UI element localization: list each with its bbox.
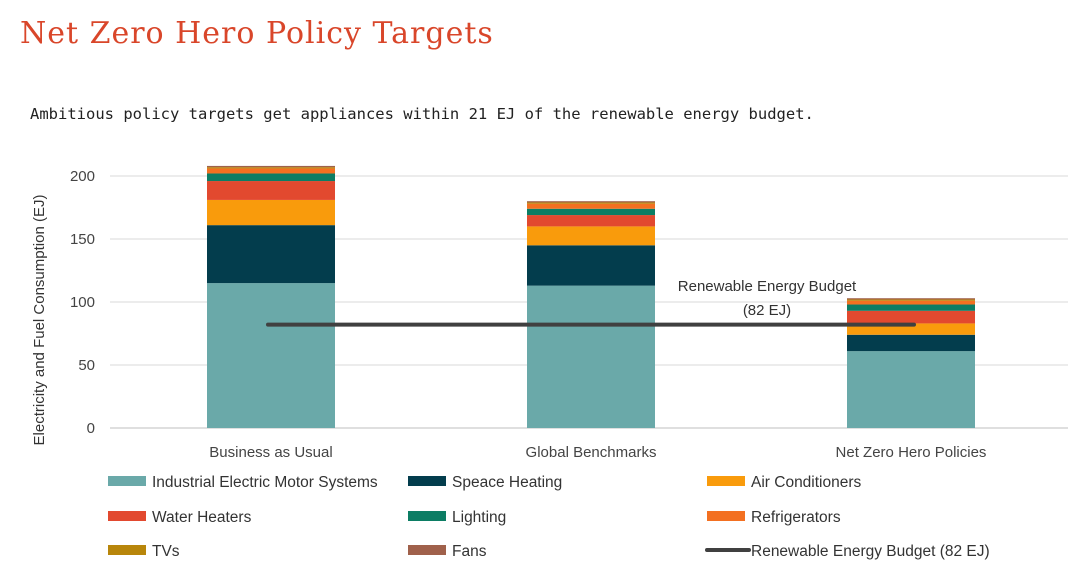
legend-label: Water Heaters [152, 509, 252, 526]
bar-segment [207, 168, 335, 174]
legend-label: Refrigerators [751, 509, 841, 526]
legend-item[interactable]: Speace Heating [408, 474, 562, 491]
legend-swatch [108, 476, 146, 486]
bar-segment [527, 245, 655, 286]
y-axis-ticks: 0 50 100 150 200 [70, 168, 95, 437]
reference-annotation-line1: Renewable Energy Budget [678, 278, 857, 295]
y-tick-label: 100 [70, 294, 95, 311]
bar-segment [847, 351, 975, 428]
legend-item[interactable]: Refrigerators [707, 509, 841, 526]
bar-segment [207, 173, 335, 182]
legend-label: Lighting [452, 509, 506, 526]
reference-annotation-line2: (82 EJ) [743, 302, 791, 319]
y-tick-label: 150 [70, 231, 95, 248]
x-category-label: Net Zero Hero Policies [836, 444, 987, 461]
reference-line-group: Renewable Energy Budget (82 EJ) [266, 278, 916, 327]
bar-stack [207, 165, 335, 428]
legend-item[interactable]: Lighting [408, 509, 506, 526]
legend-label: TVs [152, 543, 180, 560]
bar-segment [527, 202, 655, 204]
legend-swatch [108, 511, 146, 521]
legend-swatch [108, 545, 146, 555]
bar-segment [847, 299, 975, 301]
y-tick-label: 200 [70, 168, 95, 185]
bar-stack [527, 201, 655, 428]
y-tick-label: 0 [87, 420, 95, 437]
bar-stack [847, 298, 975, 428]
bar-segment [207, 181, 335, 200]
bar-segment [207, 225, 335, 284]
page-title: Net Zero Hero Policy Targets [20, 16, 494, 51]
legend-swatch [707, 511, 745, 521]
bar-segment [527, 285, 655, 428]
page-subtitle: Ambitious policy targets get appliances … [30, 105, 814, 123]
legend-item[interactable]: Renewable Energy Budget (82 EJ) [705, 543, 990, 560]
y-axis-label: Electricity and Fuel Consumption (EJ) [31, 195, 48, 446]
legend-label: Air Conditioners [751, 474, 862, 491]
bar-segment [207, 283, 335, 428]
bar-segment [527, 208, 655, 216]
legend-item[interactable]: TVs [108, 543, 180, 560]
legend-item[interactable]: Water Heaters [108, 509, 252, 526]
bar-segment [527, 226, 655, 246]
x-category-label: Business as Usual [209, 444, 332, 461]
legend-item[interactable]: Industrial Electric Motor Systems [108, 474, 378, 491]
bar-segment [207, 167, 335, 169]
legend[interactable]: Industrial Electric Motor Systems Speace … [108, 474, 990, 560]
x-axis-categories: Business as Usual Global Benchmarks Net Ze… [209, 444, 986, 461]
legend-swatch [707, 476, 745, 486]
bar-segment [847, 310, 975, 324]
bar-segment [527, 215, 655, 227]
bar-segment [207, 165, 335, 168]
legend-item[interactable]: Air Conditioners [707, 474, 862, 491]
bar-segment [527, 203, 655, 209]
legend-label: Industrial Electric Motor Systems [152, 474, 378, 491]
legend-label: Speace Heating [452, 474, 562, 491]
bar-segment [847, 300, 975, 305]
y-tick-label: 50 [78, 357, 95, 374]
bar-segment [847, 334, 975, 352]
legend-item[interactable]: Fans [408, 543, 487, 560]
bar-segment [207, 199, 335, 226]
bar-segment [847, 298, 975, 300]
legend-swatch [408, 476, 446, 486]
legend-label: Fans [452, 543, 487, 560]
bar-segment [527, 201, 655, 203]
legend-label: Renewable Energy Budget (82 EJ) [751, 543, 990, 560]
x-category-label: Global Benchmarks [526, 444, 657, 461]
legend-swatch [408, 545, 446, 555]
bars [207, 165, 975, 428]
legend-swatch [408, 511, 446, 521]
bar-segment [847, 304, 975, 311]
bar-segment [847, 323, 975, 335]
